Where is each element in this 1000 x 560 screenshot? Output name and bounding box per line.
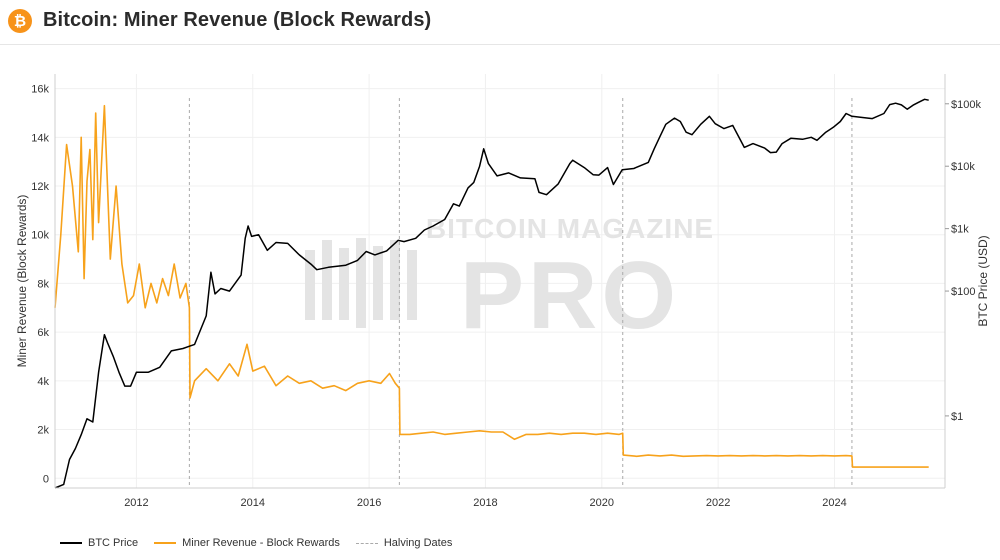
watermark-logo-icon <box>305 238 417 328</box>
y-left-tick-label: 16k <box>31 84 49 96</box>
legend-swatch-halving-dates <box>355 542 378 544</box>
watermark: BITCOIN MAGAZINE PRO <box>305 213 714 349</box>
y-right-tick-label: $1k <box>951 224 969 236</box>
x-tick-label: 2016 <box>357 497 381 509</box>
x-tick-label: 2022 <box>706 497 730 509</box>
y-left-tick-label: 2k <box>37 425 49 437</box>
y-left-tick-label: 8k <box>37 278 49 290</box>
y-left-tick-label: 6k <box>37 327 49 339</box>
x-tick-label: 2024 <box>822 497 846 509</box>
y-right-tick-label: $100 <box>951 286 975 298</box>
y-right-tick-label: $10k <box>951 161 975 173</box>
y-left-axis-title: Miner Revenue (Block Rewards) <box>15 195 29 368</box>
x-tick-label: 2014 <box>241 497 265 509</box>
legend-label-btc-price: BTC Price <box>88 537 139 549</box>
y-left-tick-label: 0 <box>43 473 49 485</box>
legend: BTC Price Miner Revenue - Block Rewards … <box>60 537 468 549</box>
legend-item-halving-dates[interactable]: Halving Dates <box>355 537 453 549</box>
x-tick-label: 2020 <box>590 497 614 509</box>
bitcoin-icon: ₿ <box>8 9 32 33</box>
y-left-tick-label: 4k <box>37 376 49 388</box>
y-right-tick-label: $1 <box>951 411 963 423</box>
axes: 0 2k 4k 6k 8k 10k 12k 14k 16k 2012 2014 2016 2018 202… <box>15 74 990 509</box>
legend-label-halving-dates: Halving Dates <box>383 537 453 549</box>
x-tick-label: 2018 <box>473 497 497 509</box>
y-left-tick-label: 10k <box>31 230 49 242</box>
x-tick-label: 2012 <box>124 497 148 509</box>
watermark-line2: PRO <box>460 242 680 349</box>
page-title: Bitcoin: Miner Revenue (Block Rewards) <box>43 9 432 31</box>
legend-swatch-btc-price <box>60 542 82 544</box>
legend-label-miner-revenue: Miner Revenue - Block Rewards <box>182 537 340 549</box>
series-miner-revenue <box>54 104 929 468</box>
grid <box>55 74 945 488</box>
chart-header: ₿ Bitcoin: Miner Revenue (Block Rewards) <box>0 0 1000 45</box>
y-left-tick-label: 14k <box>31 132 49 144</box>
series-layer <box>54 98 929 489</box>
y-right-tick-label: $100k <box>951 99 981 111</box>
chart: BITCOIN MAGAZINE PRO 0 2k 4k 6k 8k 10k 12k 14k 1… <box>15 74 990 509</box>
series-btc-price <box>54 98 929 489</box>
y-right-axis-title: BTC Price (USD) <box>976 235 990 326</box>
watermark-line1: BITCOIN MAGAZINE <box>426 213 714 244</box>
legend-swatch-miner-revenue <box>154 542 177 544</box>
y-left-tick-label: 12k <box>31 181 49 193</box>
legend-item-miner-revenue[interactable]: Miner Revenue - Block Rewards <box>154 537 340 549</box>
legend-item-btc-price[interactable]: BTC Price <box>60 537 138 549</box>
